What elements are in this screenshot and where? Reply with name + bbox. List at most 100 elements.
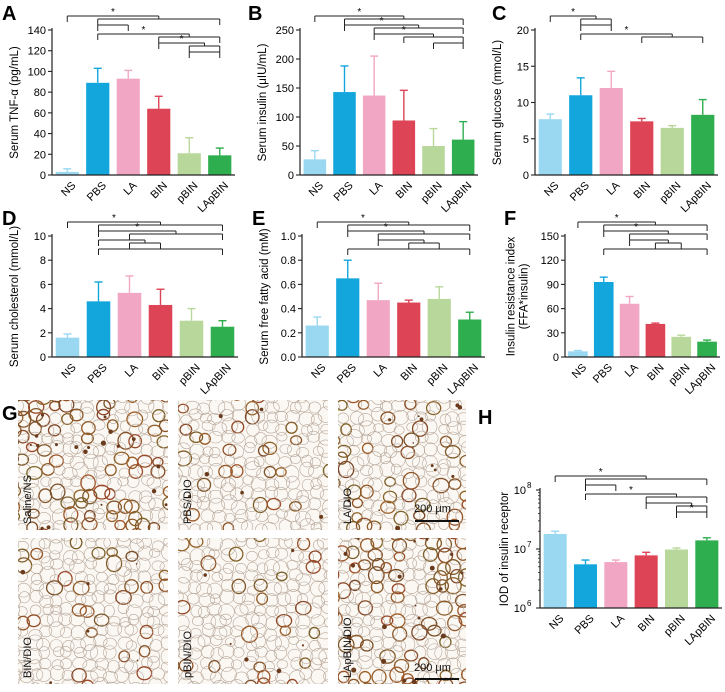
adipocyte-cell [222, 562, 235, 574]
adipocyte-cell [179, 423, 193, 436]
adipocyte-cell [323, 670, 328, 683]
adipocyte-cell [447, 602, 465, 619]
adipocyte-cell [18, 627, 28, 637]
significance-bracket: * [158, 34, 221, 52]
adipocyte-cell [244, 497, 260, 513]
adipocyte-cell [18, 463, 31, 475]
adipocyte-cell [187, 419, 200, 431]
adipocyte-cell [39, 658, 52, 670]
bar-lapbin [451, 139, 475, 175]
adipocyte-cell [244, 435, 258, 449]
adipocyte-cell [404, 661, 419, 672]
adipocyte-cell [367, 431, 383, 445]
adipocyte-cell [96, 571, 108, 583]
bar-pbs [86, 82, 110, 175]
adipocyte-cell [438, 592, 452, 603]
adipocyte-cell [383, 578, 398, 594]
stain-spot [20, 569, 26, 575]
adipocyte-cell [18, 542, 19, 549]
significance-star: * [135, 222, 139, 233]
adipocyte-cell [338, 657, 341, 671]
adipocyte-cell [181, 558, 193, 571]
adipocyte-cell [200, 509, 215, 522]
y-axis-label: Serum glucose (mmol/L) [492, 40, 504, 165]
adipocyte-cell [430, 538, 439, 540]
adipocyte-cell [445, 431, 460, 446]
adipocyte-cell [224, 513, 236, 523]
adipocyte-cell [178, 661, 180, 671]
adipocyte-cell [426, 643, 443, 660]
adipocyte-cell [371, 400, 386, 405]
adipocyte-cell [37, 512, 52, 525]
adipocyte-cell [444, 577, 462, 595]
adipocyte-cell [349, 411, 364, 425]
adipocyte-cell [418, 657, 430, 670]
adipocyte-cell [225, 637, 236, 647]
adipocyte-cell [59, 423, 75, 439]
x-tick-label: NS [309, 362, 328, 381]
adipocyte-cell [371, 407, 386, 422]
adipocyte-cell [96, 624, 109, 637]
y-tick-label: 0.0 [281, 352, 296, 364]
stain-spot [350, 563, 356, 568]
significance-star: * [629, 485, 633, 496]
bar-ns [543, 533, 567, 608]
adipocyte-cell [313, 539, 325, 551]
adipocyte-cell [338, 591, 341, 603]
adipocyte-cell [139, 624, 154, 640]
bar-ns [55, 171, 79, 175]
adipocyte-cell [234, 671, 249, 684]
y-axis-label: Serum free fatty acid (mM) [259, 228, 271, 364]
adipocyte-cell [437, 463, 450, 476]
adipocyte-cell [229, 625, 244, 638]
bar-bin [397, 302, 421, 357]
micrograph-saline-ns [18, 400, 168, 530]
y-tick-label: 20 [517, 25, 529, 37]
adipocyte-cell [206, 538, 223, 552]
scale-bar [415, 520, 459, 522]
adipocyte-cell [263, 628, 278, 642]
adipocyte-cell [58, 612, 72, 626]
adipocyte-cell [49, 440, 64, 455]
adipocyte-cell [285, 421, 298, 434]
stain-spot [34, 434, 39, 438]
adipocyte-cell [41, 433, 54, 445]
adipocyte-cell [382, 490, 398, 504]
adipocyte-cell [81, 517, 98, 530]
adipocyte-cell [361, 433, 372, 444]
y-tick-label: 0 [553, 352, 559, 364]
adipocyte-cell [49, 483, 66, 501]
stain-spot [430, 464, 434, 468]
adipocyte-cell [82, 659, 98, 672]
adipocyte-cell [346, 429, 363, 447]
y-axis-label: Serum cholesterol (mmol/L) [9, 226, 21, 367]
adipocyte-cell [151, 623, 165, 636]
adipocyte-cell [338, 485, 350, 502]
adipocyte-cell [211, 421, 228, 437]
adipocyte-cell [444, 644, 461, 660]
adipocyte-cell [417, 670, 430, 683]
adipocyte-cell [276, 571, 288, 582]
adipocyte-cell [30, 563, 43, 574]
adipocyte-cell [147, 655, 161, 670]
adipocyte-cell [158, 569, 168, 582]
adipocyte-cell [178, 538, 189, 541]
x-tick-label: LA [121, 179, 139, 197]
adipocyte-cell [94, 657, 109, 671]
y-axis-label: (FFA*insulin) [519, 263, 531, 329]
y-tick-label: 140 [28, 25, 46, 37]
adipocyte-cell [235, 562, 247, 574]
y-tick-label: 2 [40, 328, 46, 340]
adipocyte-cell [285, 602, 297, 614]
adipocyte-cell [178, 627, 180, 638]
significance-bracket [580, 24, 612, 31]
adipocyte-cell [275, 679, 286, 684]
adipocyte-cell [254, 432, 267, 445]
adipocyte-cell [288, 501, 302, 512]
stain-spot [259, 407, 264, 412]
adipocyte-cell [159, 560, 168, 574]
adipocyte-cell [49, 500, 66, 514]
adipocyte-cell [373, 680, 387, 684]
